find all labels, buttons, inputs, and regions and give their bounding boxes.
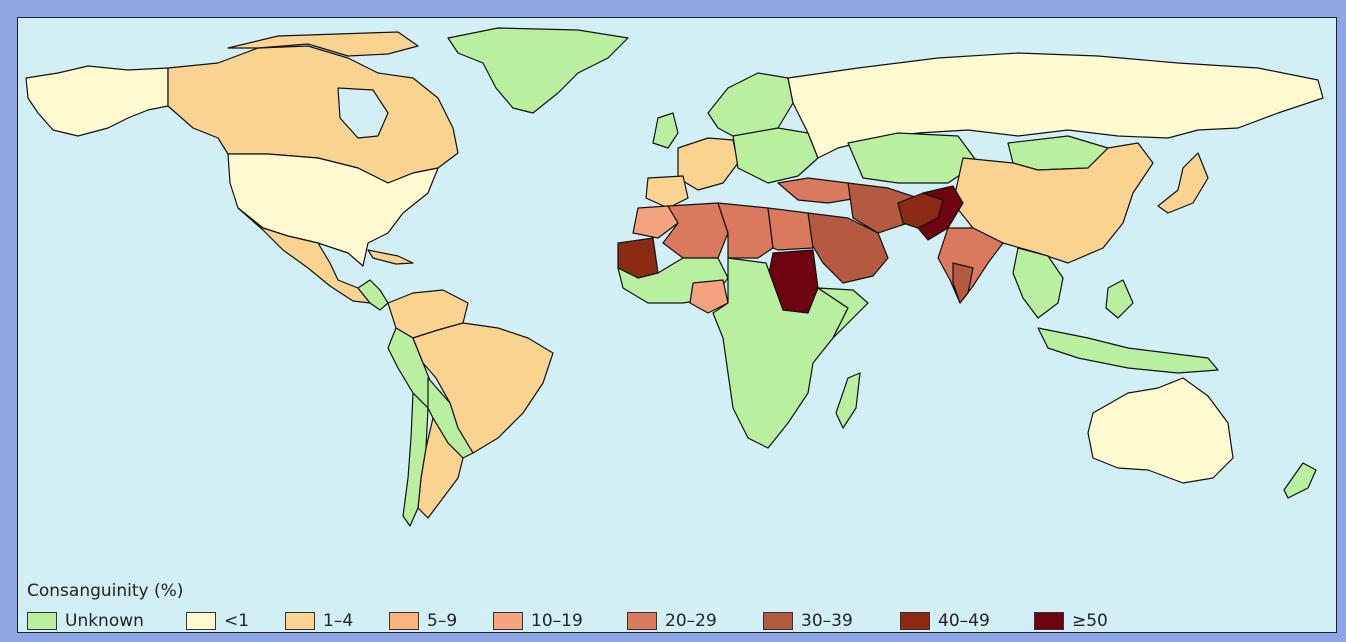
region-brazil <box>412 322 554 454</box>
legend-swatch <box>900 612 930 630</box>
legend-title: Consanguinity (%) <box>27 581 184 601</box>
region-algeria <box>662 202 729 259</box>
region-new-zealand <box>1283 462 1317 499</box>
legend-swatch <box>389 612 419 630</box>
region-australia <box>1087 377 1234 484</box>
legend-label: 20–29 <box>665 611 717 631</box>
map-panel: Consanguinity (%) Unknown <1 1–4 5–9 10–19 20… <box>17 17 1337 633</box>
region-caribbean <box>367 249 414 265</box>
legend-swatch <box>27 612 57 630</box>
region-western-europe <box>677 137 739 191</box>
legend-label: 10–19 <box>531 611 583 631</box>
region-balkans-turkey <box>777 177 859 204</box>
region-horn-of-africa <box>817 287 869 339</box>
region-southeast-asia <box>1012 247 1064 319</box>
region-india-south <box>952 262 974 304</box>
region-india <box>937 227 1004 304</box>
region-pakistan <box>917 185 964 241</box>
region-central-africa <box>712 257 849 449</box>
region-nigeria <box>689 279 729 314</box>
region-chile <box>402 392 429 527</box>
region-russia <box>787 52 1324 159</box>
legend-label: ≥50 <box>1072 611 1108 631</box>
region-central-europe <box>732 127 819 184</box>
legend-swatch <box>186 612 216 630</box>
region-morocco <box>632 205 679 239</box>
region-iberia <box>645 175 689 209</box>
legend-label: 1–4 <box>323 611 354 631</box>
region-philippines <box>1105 279 1134 319</box>
legend-label: Unknown <box>65 611 144 631</box>
region-egypt <box>767 207 814 251</box>
legend-swatch <box>627 612 657 630</box>
legend-swatch <box>493 612 523 630</box>
region-greenland <box>447 27 629 114</box>
region-madagascar <box>835 372 861 429</box>
legend-swatch <box>285 612 315 630</box>
legend-label: 30–39 <box>801 611 853 631</box>
legend-swatch <box>763 612 793 630</box>
world-choropleth-map <box>25 27 1324 527</box>
legend-swatch <box>1034 612 1064 630</box>
region-canada-islands <box>227 31 419 57</box>
region-uk-ireland <box>652 112 679 149</box>
legend-label: 40–49 <box>938 611 990 631</box>
legend-label: 5–9 <box>427 611 458 631</box>
region-scandinavia <box>707 72 794 139</box>
legend-label: <1 <box>224 611 250 631</box>
region-indonesia <box>1037 327 1219 374</box>
region-hudson-bay <box>337 87 389 139</box>
region-alaska <box>25 65 169 137</box>
region-japan <box>1157 152 1209 214</box>
